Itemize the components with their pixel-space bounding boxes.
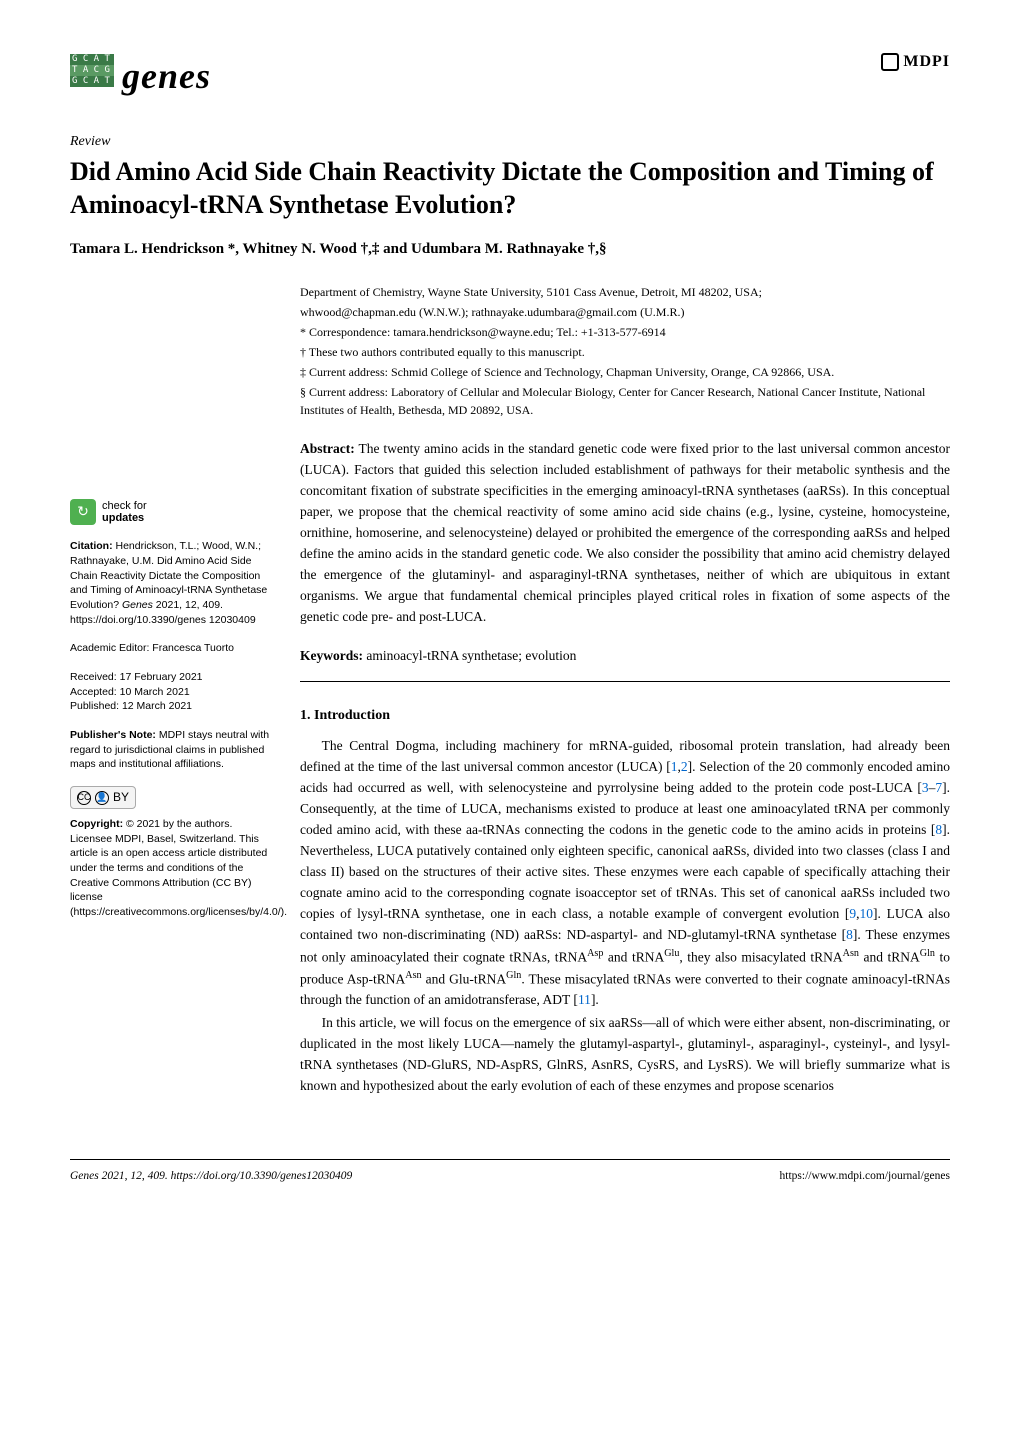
ref-link[interactable]: 1 — [671, 759, 678, 774]
paragraph-2: In this article, we will focus on the em… — [300, 1013, 950, 1097]
copyright-label: Copyright: — [70, 818, 123, 830]
body-text: The Central Dogma, including machinery f… — [300, 736, 950, 1097]
check-updates-badge[interactable]: ↻ check for updates — [70, 499, 270, 525]
abstract-label: Abstract: — [300, 441, 355, 456]
ref-link[interactable]: 3 — [922, 780, 929, 795]
section-divider — [300, 681, 950, 682]
copyright-block: Copyright: © 2021 by the authors. Licens… — [70, 817, 270, 920]
date-received: Received: 17 February 2021 — [70, 670, 270, 685]
cc-badge: CC 👤 BY — [70, 786, 136, 809]
affiliation-correspondence: * Correspondence: tamara.hendrickson@way… — [300, 323, 950, 341]
page-header: G C A T T A C G G C A T genes MDPI — [70, 50, 950, 102]
text-run: and tRNA — [859, 949, 920, 964]
cc-license-badge[interactable]: CC 👤 BY — [70, 786, 270, 809]
article-title: Did Amino Acid Side Chain Reactivity Dic… — [70, 156, 950, 221]
article-type: Review — [70, 132, 950, 152]
superscript: Gln — [920, 948, 935, 959]
abstract-text: The twenty amino acids in the standard g… — [300, 441, 950, 623]
footer-left: Genes 2021, 12, 409. https://doi.org/10.… — [70, 1168, 352, 1185]
check-updates-line1: check for — [102, 500, 147, 512]
affiliation-current-address-2: § Current address: Laboratory of Cellula… — [300, 383, 950, 419]
by-icon: 👤 — [95, 791, 109, 805]
text-run: and Glu-tRNA — [422, 972, 507, 987]
journal-logo: G C A T T A C G G C A T genes — [70, 50, 211, 102]
copyright-text: © 2021 by the authors. Licensee MDPI, Ba… — [70, 818, 287, 918]
by-label: BY — [113, 789, 129, 806]
ref-link[interactable]: 10 — [860, 906, 874, 921]
superscript: Gln — [506, 970, 521, 981]
check-updates-icon: ↻ — [70, 499, 96, 525]
keywords-label: Keywords: — [300, 648, 363, 663]
text-run: , they also misacylated tRNA — [679, 949, 842, 964]
superscript: Asp — [587, 948, 603, 959]
text-run: ]. — [591, 992, 599, 1007]
affiliation-current-address-1: ‡ Current address: Schmid College of Sci… — [300, 363, 950, 381]
affiliation-emails: whwood@chapman.edu (W.N.W.); rathnayake.… — [300, 303, 950, 321]
publisher-note-block: Publisher's Note: MDPI stays neutral wit… — [70, 728, 270, 772]
superscript: Asn — [843, 948, 859, 959]
check-updates-text: check for updates — [102, 500, 147, 524]
paragraph-1: The Central Dogma, including machinery f… — [300, 736, 950, 1011]
cc-icon: CC — [77, 791, 91, 805]
sidebar: ↻ check for updates Citation: Hendrickso… — [70, 439, 270, 1099]
dates-block: Received: 17 February 2021 Accepted: 10 … — [70, 670, 270, 714]
citation-block: Citation: Hendrickson, T.L.; Wood, W.N.;… — [70, 539, 270, 627]
footer-right[interactable]: https://www.mdpi.com/journal/genes — [780, 1168, 950, 1185]
abstract-block: Abstract: The twenty amino acids in the … — [300, 439, 950, 627]
mdpi-icon — [881, 53, 899, 71]
keywords-block: Keywords: aminoacyl-tRNA synthetase; evo… — [300, 646, 950, 666]
footer-citation: Genes 2021, 12, 409. https://doi.org/10.… — [70, 1170, 352, 1182]
logo-row: G C A T — [70, 76, 114, 87]
section-heading: 1. Introduction — [300, 706, 950, 726]
logo-row: G C A T — [70, 54, 114, 65]
keywords-text: aminoacyl-tRNA synthetase; evolution — [366, 648, 576, 663]
date-published: Published: 12 March 2021 — [70, 699, 270, 714]
affiliation-dept: Department of Chemistry, Wayne State Uni… — [300, 283, 950, 301]
affiliations-block: Department of Chemistry, Wayne State Uni… — [300, 283, 950, 419]
text-run: and tRNA — [603, 949, 664, 964]
ref-link[interactable]: 8 — [846, 927, 853, 942]
ref-link[interactable]: 11 — [578, 992, 591, 1007]
publisher-logo: MDPI — [881, 50, 950, 73]
journal-logo-icon: G C A T T A C G G C A T — [70, 54, 114, 98]
affiliation-equal-contrib: † These two authors contributed equally … — [300, 343, 950, 361]
check-updates-line2: updates — [102, 512, 144, 524]
superscript: Asn — [405, 970, 421, 981]
ref-link[interactable]: 2 — [681, 759, 688, 774]
citation-journal: Genes — [122, 599, 153, 611]
journal-name: genes — [122, 50, 211, 102]
logo-row: T A C G — [70, 65, 114, 76]
publisher-note-label: Publisher's Note: — [70, 729, 156, 741]
publisher-name: MDPI — [903, 50, 950, 73]
main-column: Abstract: The twenty amino acids in the … — [300, 439, 950, 1099]
editor-block: Academic Editor: Francesca Tuorto — [70, 641, 270, 656]
citation-label: Citation: — [70, 540, 113, 552]
date-accepted: Accepted: 10 March 2021 — [70, 685, 270, 700]
article-authors: Tamara L. Hendrickson *, Whitney N. Wood… — [70, 239, 950, 261]
superscript: Glu — [664, 948, 679, 959]
page-footer: Genes 2021, 12, 409. https://doi.org/10.… — [70, 1159, 950, 1185]
two-column-layout: ↻ check for updates Citation: Hendrickso… — [70, 439, 950, 1099]
